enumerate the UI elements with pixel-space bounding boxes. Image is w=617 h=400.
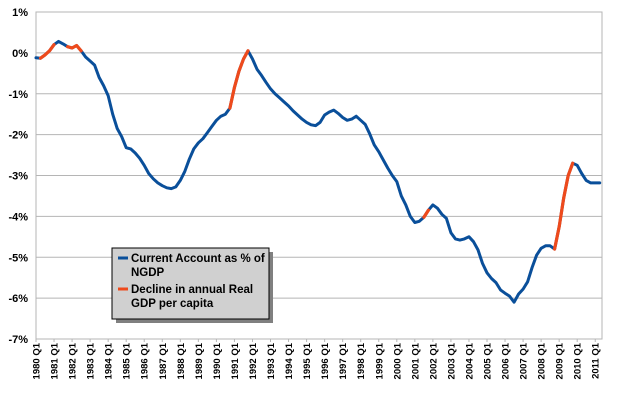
x-tick-label: 1982 Q1 xyxy=(68,342,79,379)
x-tick-label: 2011 Q1 xyxy=(591,342,602,379)
x-tick-label: 1985 Q1 xyxy=(122,342,133,379)
x-tick-label: 1995 Q1 xyxy=(302,342,313,379)
x-tick-label: 1988 Q1 xyxy=(176,342,187,379)
x-tick-label: 1997 Q1 xyxy=(338,342,349,379)
series-layer xyxy=(34,39,602,304)
x-tick-label: 1984 Q1 xyxy=(104,342,115,379)
x-tick-label: 2003 Q1 xyxy=(446,342,457,379)
legend-label-current-account-line1: Current Account as % of xyxy=(131,253,265,265)
legend-label-gdp-decline-line1: Decline in annual Real xyxy=(131,284,253,296)
y-axis-ticks: 1% 0% -1% -2% -3% -4% -5% -6% -7% xyxy=(8,7,28,346)
x-tick-label: 1991 Q1 xyxy=(230,342,241,379)
x-tick-label: 1994 Q1 xyxy=(284,342,295,379)
x-tick-label: 2001 Q1 xyxy=(410,342,421,379)
x-tick-label: 1990 Q1 xyxy=(212,342,223,379)
legend-box xyxy=(111,247,270,320)
series-gdp-decline-segment xyxy=(66,43,83,53)
x-tick-label: 1992 Q1 xyxy=(248,342,259,379)
y-tick-label: -6% xyxy=(8,293,28,305)
y-tick-label: 0% xyxy=(12,48,28,60)
x-tick-label: 2002 Q1 xyxy=(428,342,439,379)
legend-label-gdp-decline-line2: GDP per capita xyxy=(131,298,214,310)
y-tick-label: -1% xyxy=(8,89,28,101)
gridlines xyxy=(36,52,602,299)
y-tick-label: -5% xyxy=(8,252,28,264)
x-tick-label: 1999 Q1 xyxy=(374,342,385,379)
x-tick-label: 2006 Q1 xyxy=(501,342,512,379)
series-gdp-decline-segment xyxy=(553,161,575,251)
x-axis-ticks: 1980 Q1 1981 Q1 1982 Q1 1983 Q1 1984 Q1 1985 … xyxy=(32,339,602,379)
series-gdp-decline-segment xyxy=(228,49,250,110)
series-gdp-decline-segment xyxy=(422,208,430,219)
x-tick-label: 2000 Q1 xyxy=(392,342,403,379)
y-tick-label: -4% xyxy=(8,211,28,223)
x-tick-label: 2008 Q1 xyxy=(537,342,548,379)
x-tick-label: 1998 Q1 xyxy=(356,342,367,379)
x-tick-label: 2005 Q1 xyxy=(482,342,493,379)
x-tick-label: 1986 Q1 xyxy=(140,342,151,379)
x-tick-label: 1989 Q1 xyxy=(194,342,205,379)
x-tick-label: 2010 Q1 xyxy=(573,342,584,379)
series-gdp-decline-segment xyxy=(38,43,56,60)
x-tick-label: 1987 Q1 xyxy=(158,342,169,379)
x-tick-label: 1983 Q1 xyxy=(86,342,97,379)
y-tick-label: -2% xyxy=(8,130,28,142)
x-tick-label: 1993 Q1 xyxy=(266,342,277,379)
x-tick-label: 2004 Q1 xyxy=(464,342,475,379)
y-tick-label: -7% xyxy=(8,334,28,346)
series-current-account-line xyxy=(34,39,602,304)
x-tick-label: 2009 Q1 xyxy=(555,342,566,379)
x-tick-label: 1980 Q1 xyxy=(32,342,43,379)
x-tick-label: 1996 Q1 xyxy=(320,342,331,379)
y-tick-label: -3% xyxy=(8,171,28,183)
x-tick-label: 2007 Q1 xyxy=(519,342,530,379)
x-tick-label: 1981 Q1 xyxy=(50,342,61,379)
legend-label-current-account-line2: NGDP xyxy=(131,267,165,279)
y-tick-label: 1% xyxy=(12,7,28,19)
legend: Current Account as % of NGDP Decline in … xyxy=(111,247,273,323)
